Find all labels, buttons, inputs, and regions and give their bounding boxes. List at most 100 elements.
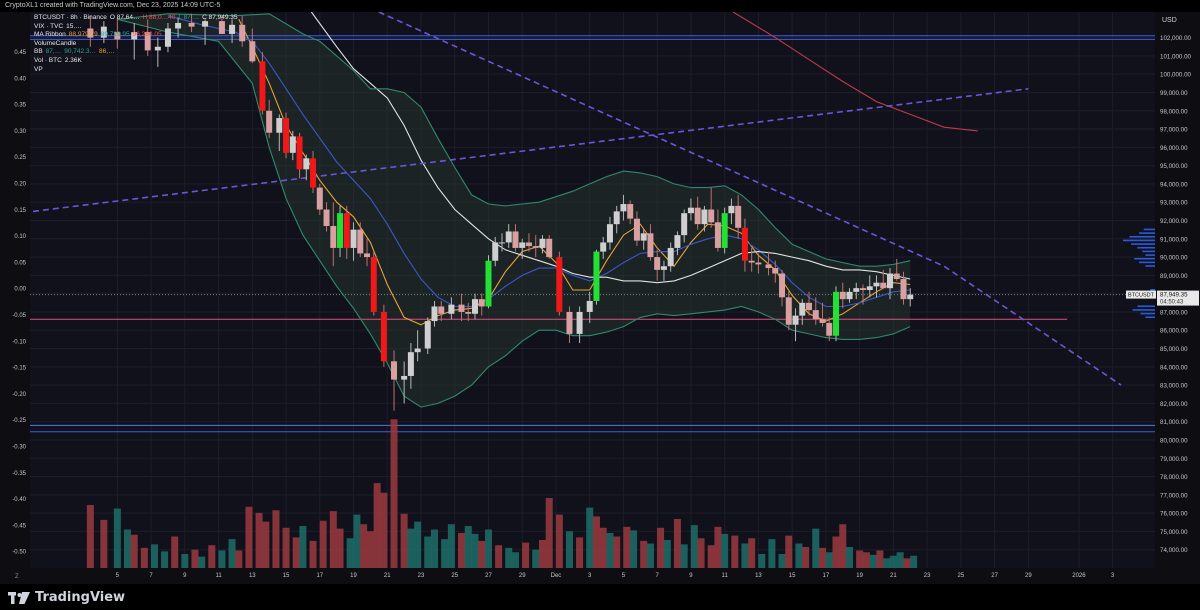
volume-bar — [646, 543, 654, 568]
candle-body — [667, 247, 674, 267]
left-axis-tick: -0.50 — [12, 550, 26, 556]
x-axis-label: 9 — [183, 573, 187, 579]
symbol-tag: BTCUSDT — [1128, 293, 1155, 299]
x-axis-label: 23 — [924, 573, 931, 579]
x-axis-label: 5 — [622, 573, 626, 579]
candle-body — [681, 213, 688, 236]
volume-bar — [292, 537, 300, 568]
legend-row[interactable]: BB 87,… 90,742.3… 86,… — [34, 48, 115, 55]
volume-bar — [495, 545, 503, 568]
price-tag-bg — [1157, 290, 1199, 306]
volume-bar — [424, 536, 432, 568]
volume-bar — [839, 524, 847, 568]
left-axis-tick: -0.05 — [12, 313, 26, 319]
volume-bar — [471, 533, 479, 568]
volume-bar — [282, 527, 290, 568]
right-axis-tick: 93,000.00 — [1160, 200, 1188, 207]
right-axis-tick: 86,000.00 — [1160, 328, 1188, 335]
volume-profile-bar — [1137, 246, 1155, 249]
candle-body — [893, 273, 900, 280]
x-axis-label: 17 — [316, 573, 323, 579]
candle-body — [556, 257, 563, 312]
candle-body — [694, 207, 701, 225]
volume-bar — [630, 530, 638, 568]
volume-bar — [198, 556, 206, 568]
legend-row[interactable]: MA Ribbon 88,979.79 89,729.95 96,260.05 — [34, 31, 162, 38]
right-axis-tick: 96,000.00 — [1160, 145, 1188, 152]
candle-body — [364, 253, 371, 258]
candle-body — [249, 41, 256, 62]
candle-body — [633, 218, 640, 241]
volume-bar — [464, 526, 472, 568]
candle-body — [323, 209, 330, 226]
x-axis-label: 17 — [823, 573, 830, 579]
volume-bar — [856, 550, 864, 568]
candle-body — [87, 28, 94, 38]
x-axis-label: 29 — [1025, 573, 1032, 579]
plot-area[interactable] — [30, 12, 1155, 568]
volume-bar — [721, 533, 729, 568]
legend-row[interactable]: VolumeCandle — [34, 40, 76, 47]
volume-bar — [505, 547, 513, 568]
candle-body — [866, 286, 873, 290]
legend-row[interactable]: BTCUSDT · 8h · Binance O 87,64… H 88,0…40 L… — [34, 14, 238, 21]
candle-body — [478, 299, 485, 307]
series-line — [117, 18, 911, 408]
volume-bar — [832, 536, 840, 568]
candle-body — [812, 310, 819, 320]
candle-body — [708, 209, 715, 223]
candle-body — [465, 311, 472, 314]
x-axis-label: 11 — [215, 573, 222, 579]
volume-bar — [714, 526, 722, 568]
x-axis-label: 27 — [485, 573, 492, 579]
volume-bar — [360, 524, 368, 568]
volume-bar — [778, 554, 786, 568]
series-line — [238, 19, 911, 326]
legend-row[interactable]: VP — [34, 66, 43, 73]
legend-value: L 87,… — [178, 14, 200, 21]
volume-bar — [390, 419, 398, 568]
legend-value: 89,729.95 — [100, 31, 130, 39]
volume-bar — [113, 508, 121, 568]
volume-bar — [191, 549, 199, 568]
x-axis-label: 21 — [384, 573, 391, 579]
candle-body — [407, 352, 414, 376]
legend-label: BTCUSDT · 8h · Binance — [34, 14, 107, 21]
right-axis-tick: 74,000.00 — [1160, 547, 1188, 554]
legend-row[interactable]: Vol · BTC 2.36K — [34, 57, 82, 64]
candle-body — [357, 229, 364, 254]
x-axis-label: 25 — [451, 573, 458, 579]
volume-bar — [707, 545, 715, 568]
right-axis-tick: 98,000.00 — [1160, 108, 1188, 115]
price-chart[interactable]: 102,000.00 101,000.00 100,000.00 99,000.00 9… — [0, 12, 1200, 584]
right-axis-tick: 100,000.00 — [1160, 72, 1192, 79]
symbol-tag-bg — [1126, 290, 1156, 299]
volume-bar — [336, 528, 344, 568]
left-axis-tick: 0.30 — [14, 129, 26, 135]
volume-profile-bar — [1132, 309, 1155, 311]
volume-bar — [431, 529, 439, 568]
right-axis-tick: 84,000.00 — [1160, 364, 1188, 371]
volume-bar — [785, 535, 793, 568]
x-axis-label: 3 — [1111, 573, 1115, 579]
legend-row[interactable]: VIX · TVC 15.… — [34, 23, 82, 30]
candle-body — [401, 375, 408, 380]
x-axis-label: 15 — [283, 573, 290, 579]
volume-bar — [663, 540, 671, 568]
volume-bar — [812, 528, 820, 568]
right-axis-tick: 89,000.00 — [1160, 273, 1188, 280]
volume-profile-bar — [1143, 228, 1155, 231]
x-axis-label: 25 — [958, 573, 965, 579]
volume-bar — [130, 534, 138, 568]
volume-bar — [484, 529, 492, 568]
volume-bar — [208, 545, 216, 568]
right-axis-tick: 79,000.00 — [1160, 456, 1188, 463]
candle-body — [310, 158, 317, 188]
volume-bar — [795, 543, 803, 568]
candle-body — [765, 264, 772, 269]
volume-bar — [532, 549, 540, 568]
volume-bar — [825, 552, 833, 568]
candle-body — [131, 32, 138, 40]
right-axis-tick: 75,000.00 — [1160, 529, 1188, 536]
legend-value: 15.… — [66, 22, 82, 30]
